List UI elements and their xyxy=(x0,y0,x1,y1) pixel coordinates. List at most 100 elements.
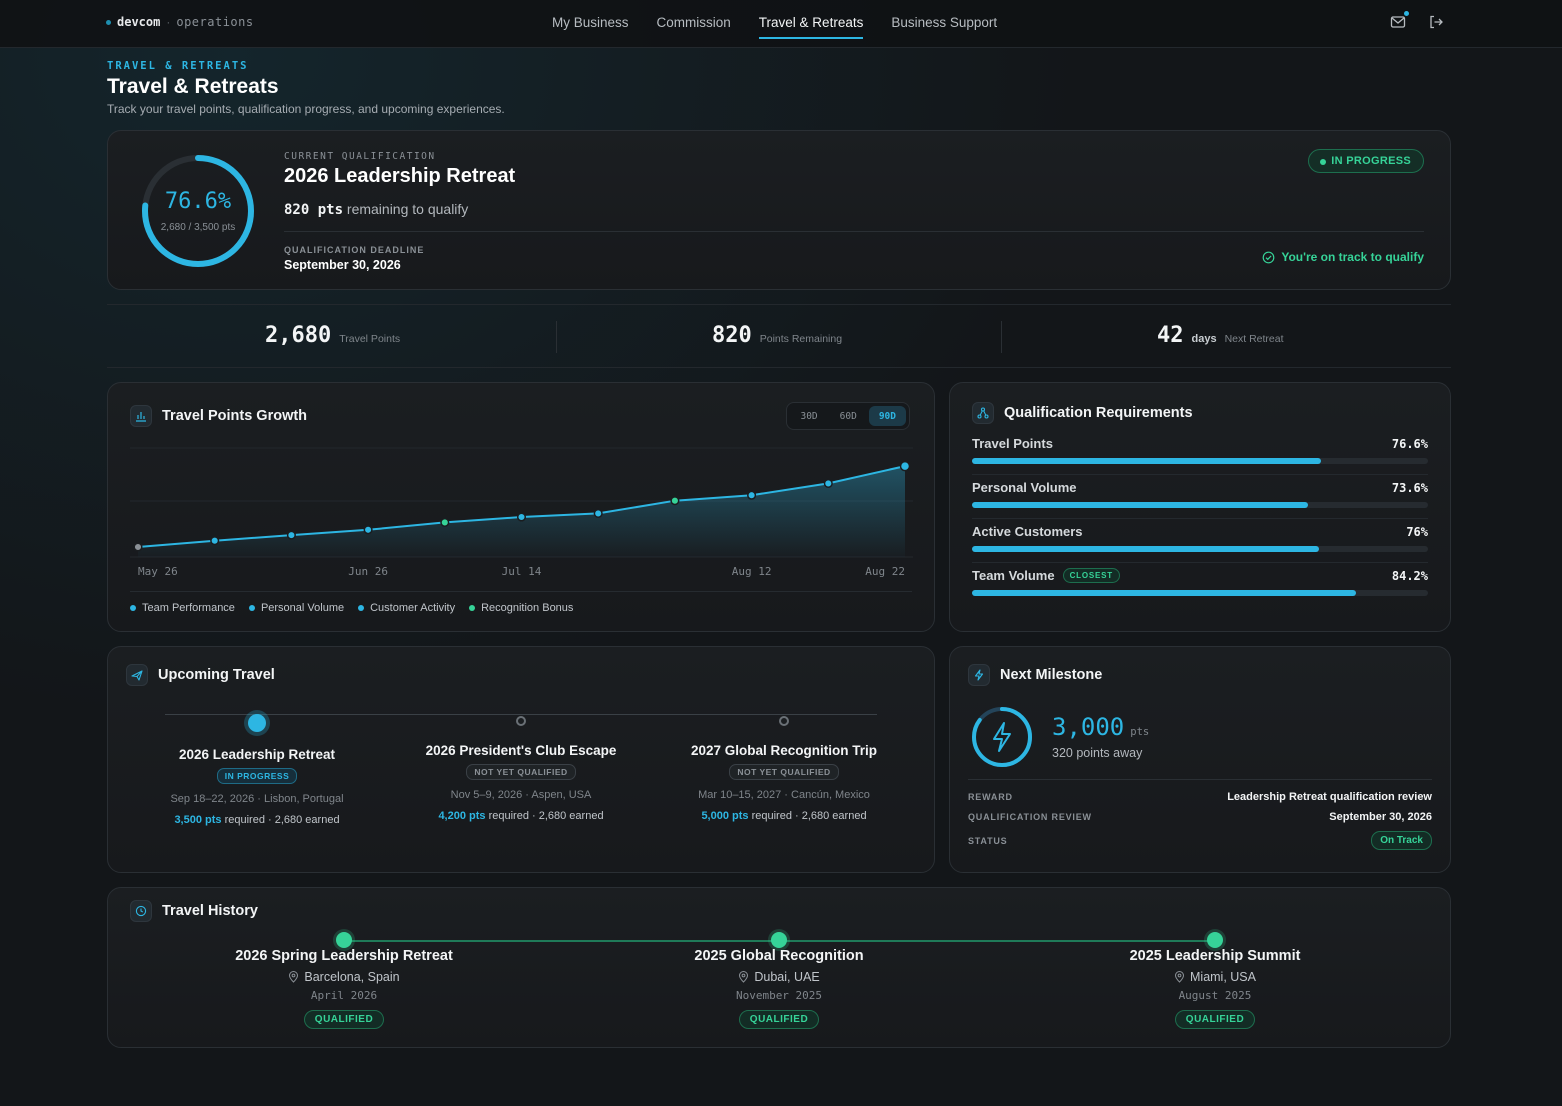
requirement-name: Travel Points xyxy=(972,436,1053,451)
nav-commission[interactable]: Commission xyxy=(656,15,731,30)
mail-icon[interactable] xyxy=(1390,11,1409,30)
range-60d[interactable]: 60D xyxy=(839,411,857,422)
current-qualification-title: 2026 Leadership Retreat xyxy=(284,165,516,187)
trip-status-badge: IN PROGRESS xyxy=(216,768,298,784)
trip-dates: Mar 10–15, 2027 · Cancún, Mexico xyxy=(698,789,870,801)
history-date: November 2025 xyxy=(735,989,823,1002)
stat-label: Points Remaining xyxy=(759,333,843,345)
reward-value: Leadership Retreat qualification review xyxy=(1227,791,1432,803)
milestone-ring xyxy=(972,707,1032,767)
series-area xyxy=(138,466,905,557)
history-item[interactable]: 2025 Global Recognition Dubai, UAE Novem… xyxy=(629,948,929,1029)
timeline-dot xyxy=(336,932,352,948)
qualified-badge: QUALIFIED xyxy=(738,1010,820,1029)
timeline-dot-active xyxy=(248,714,266,732)
milestone-header: Next Milestone xyxy=(968,664,1102,686)
data-point xyxy=(899,460,911,472)
trip-item[interactable]: 2027 Global Recognition Trip NOT YET QUA… xyxy=(669,743,899,822)
points-remaining-text: remaining to qualify xyxy=(346,201,469,217)
range-selector: 30D 60D 90D xyxy=(786,402,910,430)
page-title: Travel & Retreats xyxy=(107,75,279,98)
location-pin-icon xyxy=(739,971,749,983)
brand-section: operations xyxy=(176,15,254,29)
milestone-review-row: QUALIFICATION REVIEW September 30, 2026 xyxy=(968,811,1432,823)
data-point xyxy=(670,496,680,506)
data-point xyxy=(747,490,757,500)
requirement-percent: 73.6% xyxy=(1391,480,1428,495)
history-title: Travel History xyxy=(162,903,258,919)
timeline-dot xyxy=(779,716,789,726)
requirement-percent: 76.6% xyxy=(1391,436,1428,451)
closest-badge: CLOSEST xyxy=(1062,568,1120,583)
trip-name: 2026 Leadership Retreat xyxy=(178,747,336,762)
requirement-travel-points: Travel Points 76.6% xyxy=(972,436,1428,475)
clock-icon xyxy=(130,900,152,922)
upcoming-travel-card: Upcoming Travel 2026 Leadership Retreat … xyxy=(107,646,935,873)
bar-chart-icon xyxy=(130,405,152,427)
trip-status-badge: NOT YET QUALIFIED xyxy=(466,764,576,780)
divider xyxy=(972,518,1428,519)
history-location: Miami, USA xyxy=(1065,970,1365,984)
trip-item[interactable]: 2026 Leadership Retreat IN PROGRESS Sep … xyxy=(142,747,372,826)
travel-points-growth-card: May 26 Jun 26 Jul 14 Aug 12 Aug 22 Travel Po… xyxy=(107,382,935,632)
stat-next-retreat: 42 days Next Retreat xyxy=(1157,323,1284,348)
points-remaining-value: 820 pts xyxy=(284,202,344,218)
trip-item[interactable]: 2026 President's Club Escape NOT YET QUA… xyxy=(406,743,636,822)
history-item[interactable]: 2026 Spring Leadership Retreat Barcelona… xyxy=(194,948,494,1029)
brand[interactable]: devcom · operations xyxy=(106,15,254,29)
review-label: QUALIFICATION REVIEW xyxy=(968,812,1092,822)
nav-travel-retreats[interactable]: Travel & Retreats xyxy=(758,15,864,39)
reward-label: REWARD xyxy=(968,792,1013,802)
trip-name: 2026 President's Club Escape xyxy=(425,743,617,758)
nav-my-business[interactable]: My Business xyxy=(552,15,629,30)
trip-status-badge: NOT YET QUALIFIED xyxy=(729,764,839,780)
requirement-personal-volume: Personal Volume 73.6% xyxy=(972,480,1428,519)
x-tick-label: Aug 12 xyxy=(732,565,772,578)
history-header: Travel History xyxy=(130,900,258,922)
current-qualification-card: 76.6% 2,680 / 3,500 pts CURRENT QUALIFIC… xyxy=(107,130,1451,290)
nav-links: My Business Commission Travel & Retreats… xyxy=(552,15,997,39)
requirement-track xyxy=(972,546,1428,552)
growth-chart: May 26 Jun 26 Jul 14 Aug 12 Aug 22 xyxy=(130,447,913,578)
milestone-away: 320 points away xyxy=(1052,746,1143,760)
divider xyxy=(972,474,1428,475)
trip-points: 3,500 pts required · 2,680 earned xyxy=(174,814,340,826)
stat-value: 820 xyxy=(712,323,752,348)
notification-badge xyxy=(1404,11,1409,16)
progress-ring xyxy=(142,155,254,267)
x-tick-label: Jun 26 xyxy=(348,565,388,578)
history-name: 2025 Leadership Summit xyxy=(1129,948,1301,964)
x-tick-label: Jul 14 xyxy=(502,565,542,578)
trip-points: 5,000 pts required · 2,680 earned xyxy=(701,810,867,822)
status-badge: On Track xyxy=(1371,831,1432,850)
stat-travel-points: 2,680 Travel Points xyxy=(265,323,400,348)
deadline-value: September 30, 2026 xyxy=(284,258,401,272)
requirement-percent: 84.2% xyxy=(1391,568,1428,583)
data-point xyxy=(286,530,296,540)
upcoming-header: Upcoming Travel xyxy=(126,664,275,686)
divider xyxy=(284,231,1424,232)
range-30d[interactable]: 30D xyxy=(800,411,818,422)
range-90d[interactable]: 90D xyxy=(868,406,906,426)
nav-business-support[interactable]: Business Support xyxy=(891,15,998,30)
growth-title: Travel Points Growth xyxy=(162,408,308,424)
qualification-requirements-card: Qualification Requirements Travel Points… xyxy=(949,382,1451,632)
milestone-status-row: STATUS On Track xyxy=(968,831,1432,850)
upcoming-title: Upcoming Travel xyxy=(158,667,275,683)
history-location: Dubai, UAE xyxy=(629,970,929,984)
logout-icon[interactable] xyxy=(1428,14,1444,30)
divider xyxy=(972,562,1428,563)
status-badge: IN PROGRESS xyxy=(1308,149,1424,173)
qualified-badge: QUALIFIED xyxy=(303,1010,385,1029)
deadline-label: QUALIFICATION DEADLINE xyxy=(284,245,425,255)
lightning-icon xyxy=(968,664,990,686)
status-label: STATUS xyxy=(968,835,1008,846)
x-tick-label: Aug 22 xyxy=(865,565,905,578)
stat-divider xyxy=(1001,321,1002,353)
history-name: 2025 Global Recognition xyxy=(694,948,864,964)
on-track-text: You're on track to qualify xyxy=(1281,250,1424,264)
progress-points: 2,680 / 3,500 pts xyxy=(160,222,236,233)
plane-icon xyxy=(126,664,148,686)
next-milestone-card: Next Milestone 3,000 pts 320 points away … xyxy=(949,646,1451,873)
history-item[interactable]: 2025 Leadership Summit Miami, USA August… xyxy=(1065,948,1365,1029)
